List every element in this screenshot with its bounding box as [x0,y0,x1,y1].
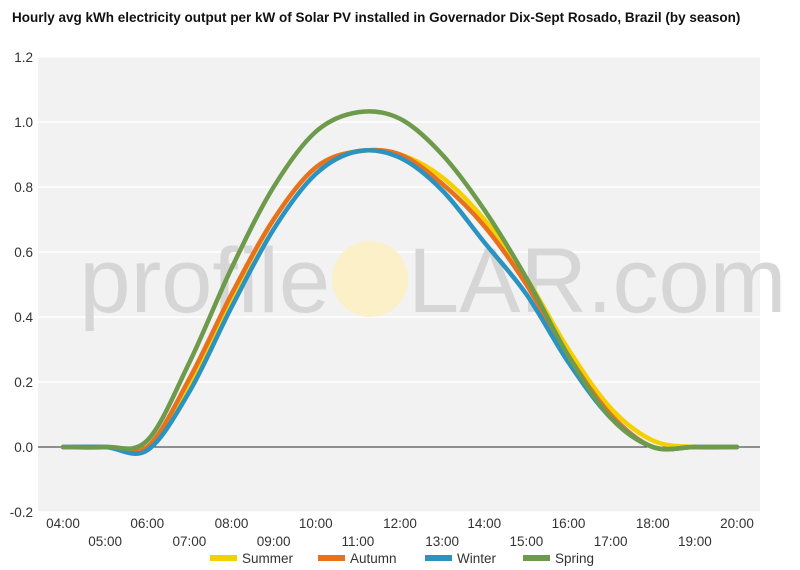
series-lines [60,109,740,456]
x-axis-ticks: 04:00 05:00 06:00 07:00 08:00 09:00 10:00 11:00… [46,516,754,549]
x-tick-label: 09:00 [257,534,291,549]
y-axis-ticks: -0.2 0.0 0.2 0.4 0.6 0.8 1.0 1.2 [10,50,34,520]
legend-item-spring[interactable]: Spring [523,551,594,566]
legend-swatch [318,555,345,561]
legend-label: Spring [555,551,594,566]
legend-label: Summer [242,551,294,566]
x-tick-label: 20:00 [720,516,754,531]
watermark-text-right: LAR.com [408,230,786,332]
legend: Summer Autumn Winter Spring [210,551,594,566]
series-line-spring [60,109,740,452]
y-tick-label: 0.8 [14,180,33,195]
legend-swatch [523,555,550,561]
x-tick-label: 05:00 [88,534,122,549]
legend-item-autumn[interactable]: Autumn [318,551,397,566]
x-tick-label: 16:00 [552,516,586,531]
x-tick-label: 06:00 [130,516,164,531]
x-tick-label: 08:00 [215,516,249,531]
x-tick-label: 07:00 [172,534,206,549]
y-tick-label: 0.4 [14,310,33,325]
watermark: profile O LAR.com [79,230,786,332]
legend-label: Winter [457,551,497,566]
x-tick-label: 17:00 [594,534,628,549]
x-tick-label: 04:00 [46,516,80,531]
legend-item-summer[interactable]: Summer [210,551,294,566]
legend-swatch [210,555,237,561]
legend-label: Autumn [350,551,397,566]
legend-swatch [425,555,452,561]
x-tick-label: 11:00 [341,534,374,549]
x-tick-label: 19:00 [678,534,712,549]
x-tick-label: 15:00 [509,534,543,549]
x-tick-label: 13:00 [425,534,459,549]
x-tick-label: 14:00 [467,516,501,531]
legend-item-winter[interactable]: Winter [425,551,497,566]
y-tick-label: 1.2 [14,50,33,65]
watermark-text-mid: O [334,230,406,332]
y-tick-label: -0.2 [10,505,33,520]
y-tick-label: 1.0 [14,115,33,130]
watermark-text-left: profile [79,230,330,332]
y-tick-label: 0.2 [14,375,33,390]
x-tick-label: 10:00 [299,516,333,531]
y-tick-label: 0.6 [14,245,33,260]
chart-title: Hourly avg kWh electricity output per kW… [12,10,741,25]
x-tick-label: 12:00 [383,516,417,531]
watermark-sun-icon [332,241,408,317]
y-tick-label: 0.0 [14,440,33,455]
x-tick-label: 18:00 [636,516,670,531]
